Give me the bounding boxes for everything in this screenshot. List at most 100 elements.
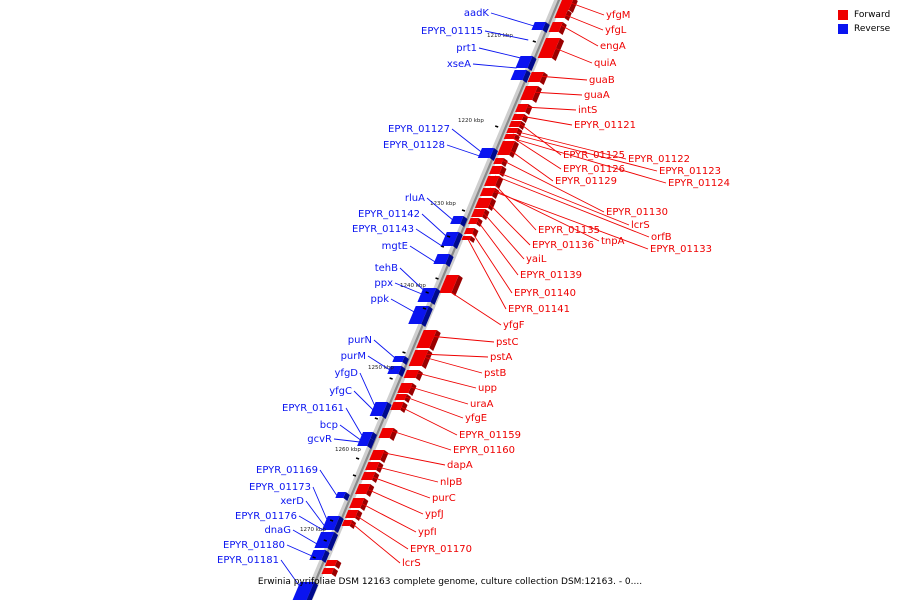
forward-leader-line-8	[517, 121, 562, 156]
scale-label: 1250 kbp	[368, 365, 394, 371]
reverse-gene-block-11	[369, 402, 388, 416]
reverse-gene-block-8	[408, 306, 429, 324]
tick-marker-6	[435, 277, 439, 280]
reverse-gene-block-side-17	[321, 550, 330, 563]
forward-leader-line-12	[506, 147, 554, 182]
forward-gene-block-side-28	[389, 428, 398, 441]
reverse-leader-line-18	[339, 424, 361, 441]
forward-leader-line-6	[524, 106, 577, 111]
forward-leader-line-2	[558, 23, 599, 47]
forward-gene-block-side-2	[558, 22, 567, 35]
reverse-gene-block-side-15	[333, 516, 344, 533]
tick-marker-2	[494, 125, 499, 128]
scale-label: 1210 kbp	[487, 33, 513, 39]
forward-gene-label-6: intS	[578, 105, 597, 116]
forward-gene-label-15: lcrS	[631, 220, 650, 231]
forward-gene-label-31: yfgE	[465, 413, 487, 424]
reverse-leader-line-2	[478, 47, 521, 59]
reverse-gene-label-23: EPYR_01176	[235, 511, 297, 522]
reverse-gene-block-3	[477, 148, 494, 158]
forward-gene-label-24: EPYR_01141	[508, 304, 570, 315]
reverse-leader-line-12	[390, 298, 415, 313]
reverse-gene-label-4: EPYR_01127	[388, 124, 450, 135]
reverse-leader-line-0	[490, 12, 535, 27]
forward-gene-block-side-21	[451, 275, 463, 296]
forward-leader-line-19	[484, 199, 531, 246]
reverse-leader-line-21	[312, 486, 328, 521]
forward-gene-block-20	[461, 236, 472, 240]
legend-item-forward: Forward	[838, 8, 890, 22]
reverse-gene-block-9	[392, 356, 405, 362]
forward-gene-block-32	[355, 484, 371, 494]
forward-gene-label-34: dapA	[447, 460, 473, 471]
forward-gene-block-34	[344, 510, 359, 518]
forward-leader-line-28	[419, 355, 483, 374]
forward-gene-label-38: ypfI	[418, 527, 437, 538]
reverse-gene-label-21: EPYR_01173	[249, 482, 311, 493]
forward-gene-block-side-26	[404, 394, 411, 403]
forward-leader-line-27	[420, 353, 489, 358]
reverse-gene-label-1: EPYR_01115	[421, 26, 483, 37]
forward-gene-block-21	[439, 275, 459, 293]
forward-gene-label-33: EPYR_01160	[453, 445, 515, 456]
reverse-gene-block-side-2	[522, 70, 531, 83]
reverse-gene-label-13: purN	[348, 335, 372, 346]
reverse-leader-line-16	[353, 390, 374, 411]
forward-leader-line-3	[549, 45, 593, 64]
forward-leader-line-26	[428, 335, 495, 343]
reverse-gene-block-12	[360, 432, 373, 438]
forward-gene-block-side-37	[331, 568, 339, 577]
forward-gene-block-1	[554, 10, 568, 18]
scale-label: 1260 kbp	[335, 447, 361, 453]
reverse-leader-line-17	[345, 407, 363, 437]
forward-leader-line-37	[364, 487, 424, 515]
forward-leader-line-21	[480, 209, 525, 260]
forward-gene-block-side-16	[487, 198, 497, 211]
forward-gene-block-27	[390, 402, 404, 410]
scale-label: 1270 kbp	[300, 527, 326, 533]
reverse-gene-block-side-3	[489, 148, 498, 161]
reverse-leader-line-10	[399, 267, 424, 291]
forward-gene-label-36: purC	[432, 493, 456, 504]
legend-swatch-forward	[838, 10, 848, 20]
forward-leader-line-16	[492, 181, 537, 231]
tick-marker-15	[323, 539, 327, 542]
reverse-gene-block-14	[335, 492, 346, 498]
forward-gene-label-29: upp	[478, 383, 497, 394]
forward-gene-label-4: guaB	[589, 75, 615, 86]
reverse-leader-line-22	[305, 500, 325, 527]
forward-leader-line-40	[349, 521, 401, 564]
forward-leader-line-35	[373, 465, 439, 483]
reverse-gene-label-0: aadK	[464, 8, 490, 19]
reverse-gene-label-25: EPYR_01180	[223, 540, 285, 551]
reverse-gene-block-side-6	[445, 254, 454, 267]
forward-gene-block-6	[515, 104, 529, 112]
legend: Forward Reverse	[838, 8, 890, 36]
forward-gene-block-25	[397, 383, 413, 393]
reverse-leader-line-1	[484, 30, 529, 41]
forward-gene-label-2: engA	[600, 41, 626, 52]
forward-gene-block-24	[403, 370, 419, 378]
forward-gene-block-5	[520, 86, 538, 100]
scale-label: 1220 kbp	[458, 118, 484, 124]
forward-gene-label-35: nlpB	[440, 477, 462, 488]
reverse-gene-block-side-10	[398, 366, 406, 377]
reverse-gene-block-side-18	[306, 582, 319, 600]
forward-gene-label-14: EPYR_01130	[606, 207, 668, 218]
reverse-gene-label-16: yfgC	[329, 386, 352, 397]
reverse-gene-block-side-4	[460, 216, 468, 227]
reverse-leader-line-26	[280, 559, 300, 587]
forward-leader-line-5	[530, 91, 583, 96]
forward-gene-block-side-4	[539, 72, 548, 85]
forward-gene-block-side-5	[532, 86, 542, 103]
forward-gene-block-13	[489, 166, 503, 174]
reverse-gene-label-2: prt1	[456, 43, 477, 54]
forward-gene-label-9: EPYR_01122	[628, 154, 690, 165]
tick-marker-10	[389, 377, 393, 380]
reverse-gene-block-side-11	[381, 402, 392, 419]
legend-swatch-reverse	[838, 24, 848, 34]
tick-marker-7	[425, 291, 429, 294]
reverse-gene-label-8: EPYR_01143	[352, 224, 414, 235]
forward-gene-block-side-0	[568, 0, 578, 13]
tick-marker-12	[355, 457, 360, 460]
